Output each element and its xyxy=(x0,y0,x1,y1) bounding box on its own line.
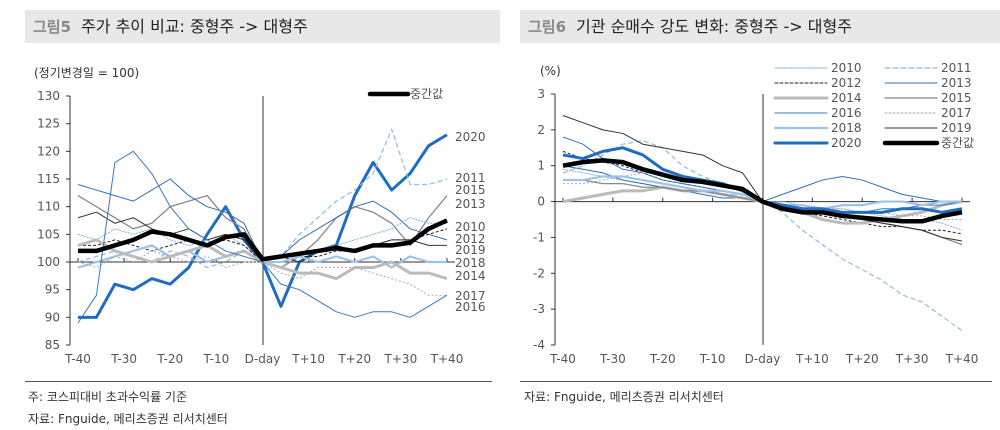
legend-label: 중간값 xyxy=(410,87,443,101)
x-tick-label: T-30 xyxy=(599,352,626,366)
left-note: 주: 코스피대비 초과수익률 기준 xyxy=(28,390,188,404)
x-tick-label: T+10 xyxy=(291,352,325,366)
y-tick-label: -2 xyxy=(533,266,545,280)
x-tick-label: T-20 xyxy=(649,352,676,366)
x-tick-label: T-40 xyxy=(549,352,576,366)
y-tick-label: 0 xyxy=(537,195,545,209)
series-end-label: 2011 xyxy=(455,171,486,185)
left-source: 자료: Fnguide, 메리츠증권 리서치센터 xyxy=(28,412,228,426)
x-tick-label: T+40 xyxy=(430,352,464,366)
series-end-label: 2016 xyxy=(455,300,486,314)
x-tick-label: T-10 xyxy=(699,352,726,366)
x-tick-label: T-20 xyxy=(156,352,183,366)
y-tick-label: 85 xyxy=(45,338,60,352)
divider xyxy=(520,381,992,382)
legend-label: 2016 xyxy=(831,106,862,120)
series-line-중간값 xyxy=(78,218,448,262)
y-tick-label: 110 xyxy=(37,200,60,214)
y-tick-label: 100 xyxy=(37,255,60,269)
legend-label: 2013 xyxy=(941,76,972,90)
y-tick-label: 1 xyxy=(537,159,545,173)
series-line-2011 xyxy=(562,140,963,332)
y-tick-label: -3 xyxy=(533,302,545,316)
y-tick-label: 2 xyxy=(537,123,545,137)
legend-label: 2019 xyxy=(941,121,972,135)
legend-label: 2011 xyxy=(941,61,972,75)
y-tick-label: 3 xyxy=(537,87,545,101)
legend-label: 2015 xyxy=(941,91,972,105)
y-tick-label: 125 xyxy=(37,117,60,131)
series-end-label: 2020 xyxy=(455,130,486,144)
x-tick-label: T+40 xyxy=(945,352,979,366)
y-tick-label: 130 xyxy=(37,89,60,103)
series-line-2016 xyxy=(77,150,448,324)
y-tick-label: 105 xyxy=(37,227,60,241)
series-end-label: 2014 xyxy=(455,269,486,283)
y-tick-label: 120 xyxy=(37,144,60,158)
y-tick-label: -4 xyxy=(533,338,545,352)
y-tick-label: 90 xyxy=(45,310,60,324)
right-chart: -4 -3 -2 -1 0 1 2 3 T-40 T-30 T-20 T-10 D-day T+10 T+2… xyxy=(533,61,978,366)
title-text: 주가 추이 비교: 중형주 -> 대형주 xyxy=(81,17,308,36)
x-tick-label: T+30 xyxy=(895,352,929,366)
left-chart: 85 90 95 100 105 110 115 120 125 130 T-40 T-30 T-20 T… xyxy=(37,87,485,366)
legend-label: 2010 xyxy=(831,61,862,75)
legend-label: 2014 xyxy=(831,91,862,105)
y-tick-label: -1 xyxy=(533,230,545,244)
x-tick-label: T+20 xyxy=(337,352,371,366)
series-end-label: 2017 xyxy=(455,289,486,303)
right-chart-title: 그림6 기관 순매수 강도 변화: 중형주 -> 대형주 xyxy=(520,10,1000,43)
x-tick-label: T+30 xyxy=(384,352,418,366)
x-tick-label: D-day xyxy=(245,352,281,366)
series-end-label: 2015 xyxy=(455,183,486,197)
right-unit: (%) xyxy=(540,64,561,78)
series-end-label: 2013 xyxy=(455,197,486,211)
x-tick-label: T-40 xyxy=(64,352,91,366)
right-source: 자료: Fnguide, 메리츠증권 리서치센터 xyxy=(524,390,724,404)
y-tick-label: 115 xyxy=(37,172,60,186)
legend-label: 중간값 xyxy=(941,136,974,150)
legend-label: 2018 xyxy=(831,121,862,135)
series-line-2017 xyxy=(77,250,447,296)
x-tick-label: D-day xyxy=(745,352,781,366)
left-chart-title: 그림5 주가 추이 비교: 중형주 -> 대형주 xyxy=(25,10,500,43)
series-end-label: 2012 xyxy=(455,232,486,246)
series-end-label: 2019 xyxy=(455,243,486,257)
legend-label: 2017 xyxy=(941,106,972,120)
x-tick-label: T-30 xyxy=(110,352,137,366)
x-tick-label: T+10 xyxy=(795,352,829,366)
x-tick-label: T-10 xyxy=(202,352,229,366)
figure-number: 그림6 xyxy=(528,18,567,36)
legend-label: 2020 xyxy=(831,136,862,150)
left-unit: (정기변경일 = 100) xyxy=(34,66,140,80)
series-end-label: 2018 xyxy=(455,256,486,270)
series-line-중간값 xyxy=(562,158,963,224)
title-text: 기관 순매수 강도 변화: 중형주 -> 대형주 xyxy=(576,17,852,36)
legend-label: 2012 xyxy=(831,76,862,90)
divider xyxy=(25,381,492,382)
series-end-label: 2010 xyxy=(455,220,486,234)
x-tick-label: T+20 xyxy=(845,352,879,366)
figure-number: 그림5 xyxy=(33,18,72,36)
y-tick-label: 95 xyxy=(45,283,60,297)
